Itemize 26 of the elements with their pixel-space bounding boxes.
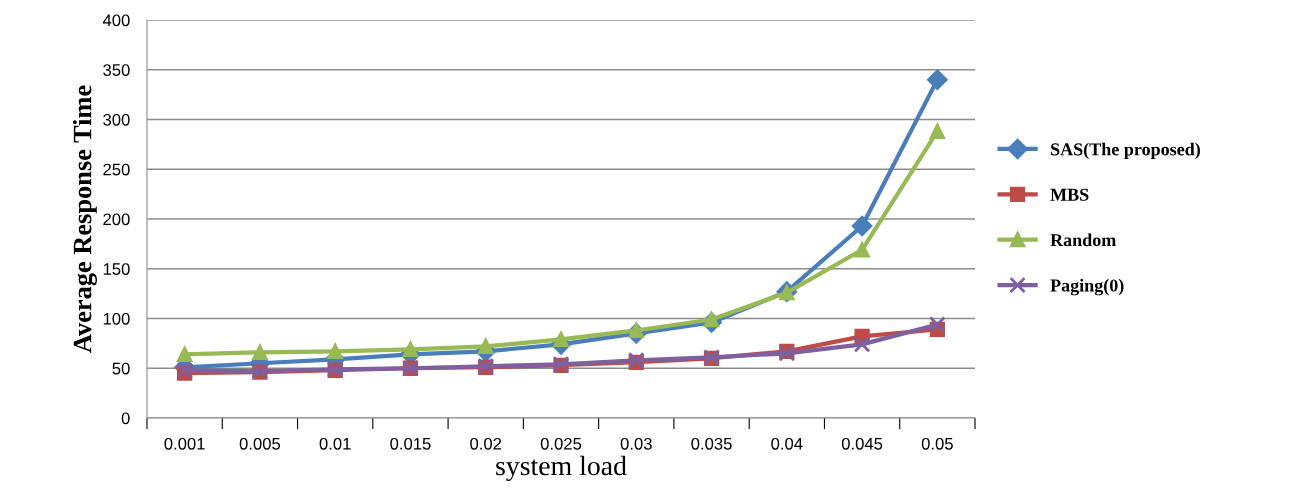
- x-tick-label: 0.005: [239, 437, 281, 450]
- x-tick-label: 0.025: [540, 437, 582, 450]
- legend-label: Paging(0): [1050, 278, 1124, 296]
- x-tick-label: 0.04: [771, 437, 803, 450]
- y-tick-label: 100: [103, 312, 130, 325]
- x-tick-label: 0.02: [470, 437, 502, 450]
- x-tick-label: 0.015: [390, 437, 431, 450]
- x-tick-label: 0.035: [691, 437, 732, 450]
- legend-label: Random: [1050, 233, 1116, 247]
- y-tick-label: 400: [102, 14, 130, 27]
- y-tick-label: 300: [103, 113, 130, 126]
- legend-label: SAS(The proposed): [1051, 142, 1200, 160]
- x-tick-label: 0.045: [841, 437, 883, 450]
- x-tick-label: 0.03: [620, 437, 652, 450]
- y-tick-label: 50: [112, 362, 130, 375]
- y-axis-title: Average Response Time: [72, 85, 97, 353]
- x-tick-label: 0.01: [319, 437, 351, 450]
- y-tick-label: 250: [103, 163, 130, 176]
- x-tick-label: 0.05: [921, 437, 953, 450]
- y-tick-label: 200: [103, 213, 130, 226]
- y-tick-label: 150: [103, 263, 130, 275]
- legend-label: MBS: [1050, 188, 1089, 201]
- y-tick-label: 350: [103, 64, 130, 76]
- y-tick-label: 0: [121, 412, 130, 425]
- x-axis-title: system load: [496, 455, 627, 482]
- x-tick-label: 0.001: [164, 437, 205, 450]
